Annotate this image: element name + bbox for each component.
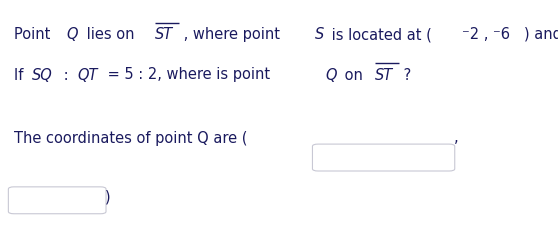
Text: :: : bbox=[59, 68, 73, 83]
Text: SQ: SQ bbox=[32, 68, 53, 83]
Text: ST: ST bbox=[376, 68, 393, 83]
Text: Q: Q bbox=[67, 27, 78, 42]
Text: lies on: lies on bbox=[81, 27, 139, 42]
Text: Q: Q bbox=[325, 68, 336, 83]
Text: ST: ST bbox=[155, 27, 174, 42]
Text: S: S bbox=[315, 27, 324, 42]
FancyBboxPatch shape bbox=[312, 144, 455, 171]
Text: is located at (: is located at ( bbox=[327, 27, 432, 42]
Text: ⁻2 , ⁻6: ⁻2 , ⁻6 bbox=[463, 27, 511, 42]
FancyBboxPatch shape bbox=[8, 187, 106, 214]
Text: Point: Point bbox=[14, 27, 55, 42]
Text: QT: QT bbox=[77, 68, 98, 83]
Text: on: on bbox=[340, 68, 367, 83]
Text: , where point: , where point bbox=[179, 27, 285, 42]
Text: ) and point: ) and point bbox=[525, 27, 558, 42]
Text: = 5 : 2, where is point: = 5 : 2, where is point bbox=[103, 68, 275, 83]
Text: The coordinates of point Q are (: The coordinates of point Q are ( bbox=[14, 130, 247, 146]
Text: ?: ? bbox=[399, 68, 411, 83]
Text: If: If bbox=[14, 68, 28, 83]
Text: ,: , bbox=[454, 130, 458, 146]
Text: ): ) bbox=[105, 189, 110, 204]
